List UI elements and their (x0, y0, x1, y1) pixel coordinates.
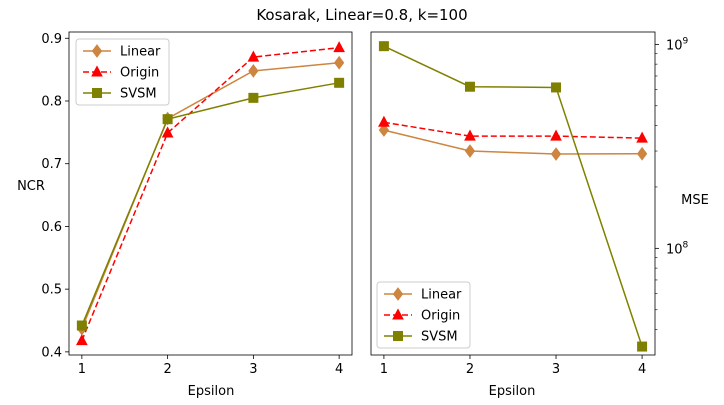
x-tick-label: 2 (466, 362, 474, 377)
data-point-linear (636, 146, 648, 161)
mse-ylabel: MSE (681, 193, 709, 208)
legend-label-svsm: SVSM (120, 87, 157, 102)
data-point-origin (76, 334, 88, 346)
legend-label-origin: Origin (120, 66, 159, 81)
y-tick-label: 0.9 (41, 32, 62, 47)
data-point-linear (464, 144, 476, 158)
series-line-origin (81, 46, 340, 341)
data-point-linear (550, 147, 562, 161)
legend-label-origin: Origin (421, 309, 460, 324)
data-point-svsm (551, 82, 562, 93)
series-line-origin (383, 121, 643, 139)
legend: Linear Origin SVSM (376, 281, 471, 349)
data-point-origin (550, 129, 562, 141)
y-tick-label: 109 (666, 36, 689, 53)
data-point-origin (333, 41, 345, 53)
y-tick-exponent: 9 (683, 36, 689, 46)
data-point-svsm (334, 77, 345, 88)
ncr-axes: Epsilon NCR 1 2 3 4 0.4 0.5 0.6 0.7 0.8 0.9 Linear… (17, 31, 353, 399)
data-point-svsm (76, 320, 87, 331)
series-line-svsm (383, 45, 643, 347)
y-tick-label: 0.5 (41, 283, 62, 298)
legend-marker-origin (392, 308, 404, 320)
legend-marker-linear (91, 44, 103, 58)
legend-marker-linear (392, 287, 404, 301)
data-point-svsm (464, 81, 475, 92)
y-tick-exponent: 8 (683, 240, 689, 250)
legend-marker-origin (91, 65, 103, 77)
legend-marker-svsm (393, 331, 403, 341)
legend: Linear Origin SVSM (75, 38, 170, 106)
data-point-origin (636, 131, 648, 143)
data-point-origin (378, 115, 390, 127)
data-point-origin (247, 50, 260, 62)
data-point-origin (464, 129, 476, 141)
y-tick-label: 0.6 (41, 220, 62, 235)
ncr-xlabel: Epsilon (188, 384, 235, 399)
x-tick-label: 3 (249, 362, 257, 377)
y-tick-label: 0.7 (41, 157, 62, 172)
y-tick-base: 10 (666, 38, 683, 53)
figure-title: Kosarak, Linear=0.8, k=100 (256, 6, 467, 24)
data-point-linear (248, 64, 259, 78)
legend-label-linear: Linear (120, 45, 161, 60)
data-point-linear (334, 55, 345, 70)
series-line-svsm (81, 82, 340, 326)
ncr-ylabel: NCR (17, 179, 45, 194)
legend-label-svsm: SVSM (421, 330, 458, 345)
x-tick-label: 3 (552, 362, 560, 377)
mse-xlabel: Epsilon (489, 384, 536, 399)
y-tick-label: 0.8 (41, 94, 62, 109)
data-point-svsm (637, 341, 648, 352)
data-point-svsm (378, 41, 389, 52)
axes-frame (68, 31, 353, 356)
series-line-linear (383, 129, 643, 155)
x-tick-label: 4 (335, 362, 343, 377)
x-tick-label: 1 (78, 362, 86, 377)
data-point-svsm (162, 114, 173, 125)
x-tick-label: 2 (163, 362, 171, 377)
y-tick-label: 108 (666, 240, 689, 257)
y-tick-base: 10 (666, 242, 683, 257)
x-tick-label: 1 (380, 362, 388, 377)
y-tick-label: 0.4 (41, 345, 62, 360)
data-point-origin (161, 126, 174, 138)
data-point-svsm (248, 92, 259, 103)
legend-marker-svsm (92, 88, 102, 98)
data-point-linear (378, 123, 390, 137)
legend-label-linear: Linear (421, 288, 462, 303)
x-tick-label: 4 (638, 362, 646, 377)
axes-frame (370, 31, 656, 356)
